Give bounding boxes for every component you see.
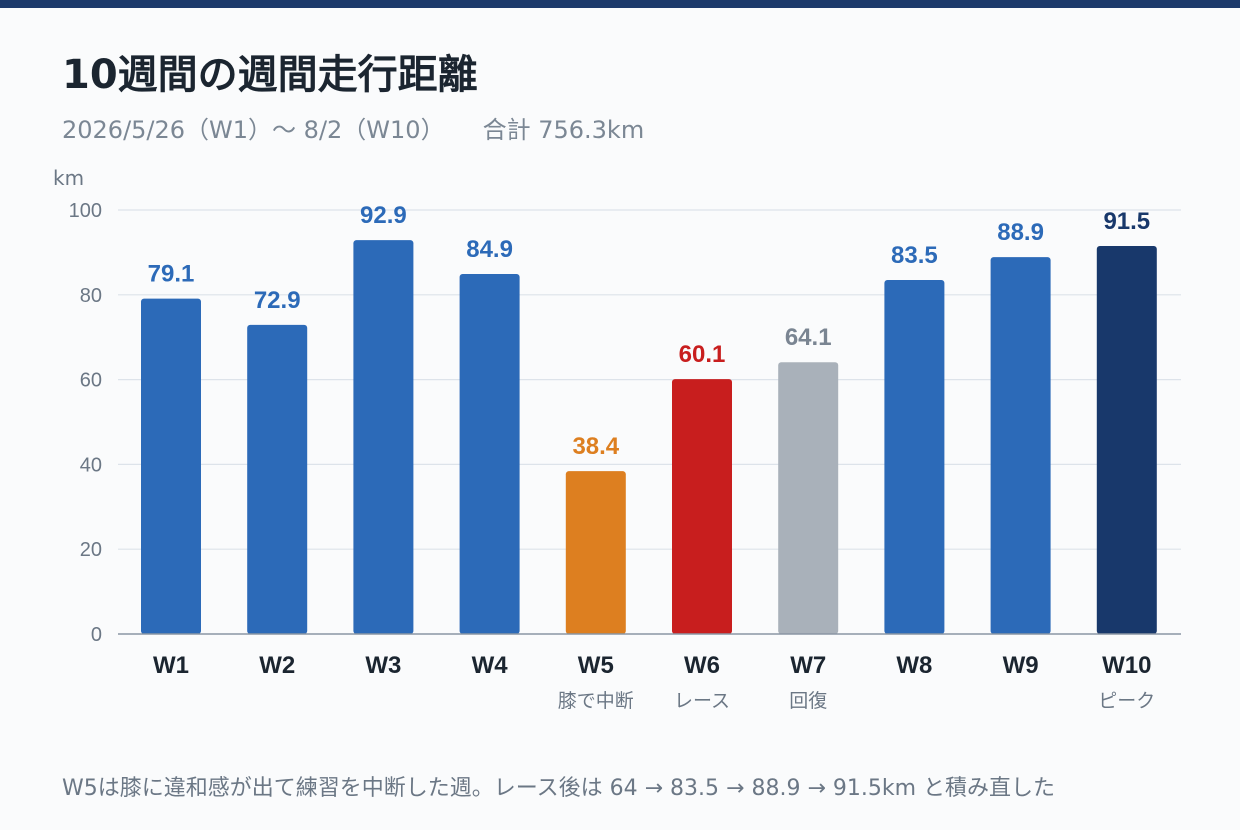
bar-value-label: 91.5 <box>1103 208 1150 235</box>
bar-value-label: 79.1 <box>148 261 195 288</box>
bar-w4 <box>459 274 520 634</box>
x-tick-label: W5 <box>578 652 614 679</box>
x-tick-label: W4 <box>472 652 509 679</box>
y-tick-label: 80 <box>80 285 102 307</box>
chart-title: 10週間の週間走行距離 <box>62 52 478 98</box>
total-distance: 合計 756.3km <box>482 116 645 144</box>
x-tick-label: W2 <box>259 652 295 679</box>
y-tick-label: 20 <box>80 539 102 561</box>
bar-value-label: 60.1 <box>679 341 726 368</box>
bar-w10 <box>1096 246 1157 635</box>
bar-value-label: 38.4 <box>572 433 619 460</box>
bar-w8 <box>884 279 945 634</box>
bar-w9 <box>990 257 1051 634</box>
y-tick-label: 100 <box>69 200 102 222</box>
x-tick-label: W10 <box>1102 652 1151 679</box>
bar-value-label: 88.9 <box>997 219 1044 246</box>
top-accent-bar <box>0 0 1240 8</box>
bar-w7 <box>778 362 839 634</box>
bar-w5 <box>565 471 626 634</box>
bar-chart: 0 20 40 60 80 100 79.1 W1 72.9 W2 92.9 W3 84.9 W4 38.4… <box>69 200 1181 712</box>
y-tick-label: 60 <box>80 370 102 392</box>
chart-footnote: W5は膝に違和感が出て練習を中断した週。レース後は 64 → 83.5 → 88… <box>62 776 1056 801</box>
chart-subtitle: 2026/5/26（W1）〜 8/2（W10） 合計 756.3km <box>62 110 644 145</box>
bar-value-label: 64.1 <box>785 324 832 351</box>
x-tick-label: W1 <box>153 652 189 679</box>
bar-w2 <box>247 324 308 634</box>
x-tick-label: W9 <box>1003 652 1039 679</box>
bar-annotation: ピーク <box>1098 690 1155 712</box>
date-range: 2026/5/26（W1）〜 8/2（W10） <box>62 116 445 144</box>
x-tick-label: W8 <box>896 652 932 679</box>
bar-annotation: 回復 <box>789 690 827 712</box>
bar-w1 <box>141 298 201 634</box>
y-tick-label: 0 <box>91 624 102 646</box>
bar-value-label: 92.9 <box>360 202 407 229</box>
bar-w6 <box>672 379 732 634</box>
bar-value-label: 72.9 <box>254 287 301 314</box>
bar-value-label: 83.5 <box>891 242 938 269</box>
bar-annotation: レース <box>674 690 730 712</box>
bar-w3 <box>353 240 414 634</box>
y-axis-unit-label: km <box>53 166 85 190</box>
x-tick-label: W6 <box>684 652 720 679</box>
bar-annotation: 膝で中断 <box>558 690 634 712</box>
x-tick-label: W7 <box>790 652 826 679</box>
bar-value-label: 84.9 <box>466 236 513 263</box>
y-tick-label: 40 <box>80 454 102 476</box>
x-tick-label: W3 <box>365 652 401 679</box>
